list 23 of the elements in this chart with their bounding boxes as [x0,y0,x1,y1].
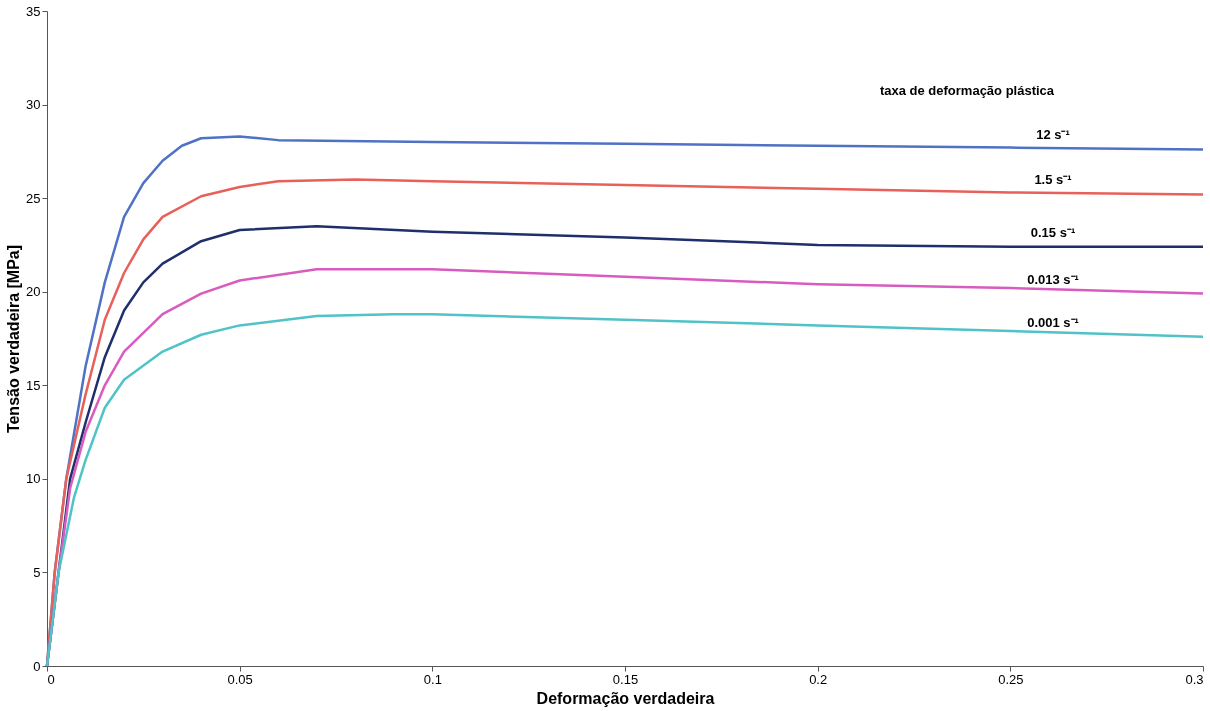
x-tick-label: 0.1 [423,671,442,687]
series-label: 12 s⁻¹ [1036,127,1070,143]
series-label: 0.013 s⁻¹ [1027,271,1079,287]
series-label: 0.15 s⁻¹ [1030,224,1076,240]
y-tick-label: 15 [26,377,41,393]
y-tick-label: 5 [33,564,41,580]
x-tick-label: 0.15 [612,671,639,687]
y-tick-label: 25 [26,190,41,206]
y-tick-label: 0 [33,658,41,674]
legend-title: taxa de deformação plástica [879,83,1055,98]
y-tick-label: 10 [26,471,41,487]
x-tick-label: 0.25 [998,671,1024,687]
y-tick-label: 30 [26,97,41,113]
x-tick-label: 0.2 [809,671,828,687]
y-axis-title: Tensão verdadeira [MPa] [5,244,23,434]
x-tick-label: 0 [47,671,55,687]
series-label: 1.5 s⁻¹ [1034,172,1072,188]
y-tick-label: 20 [26,284,41,300]
x-tick-label: 0.3 [1185,671,1204,687]
x-tick-label: 0.05 [227,671,253,687]
y-tick-label: 35 [26,3,41,19]
series-label: 0.001 s⁻¹ [1027,314,1079,330]
x-axis-title: Deformação verdadeira [536,689,715,707]
